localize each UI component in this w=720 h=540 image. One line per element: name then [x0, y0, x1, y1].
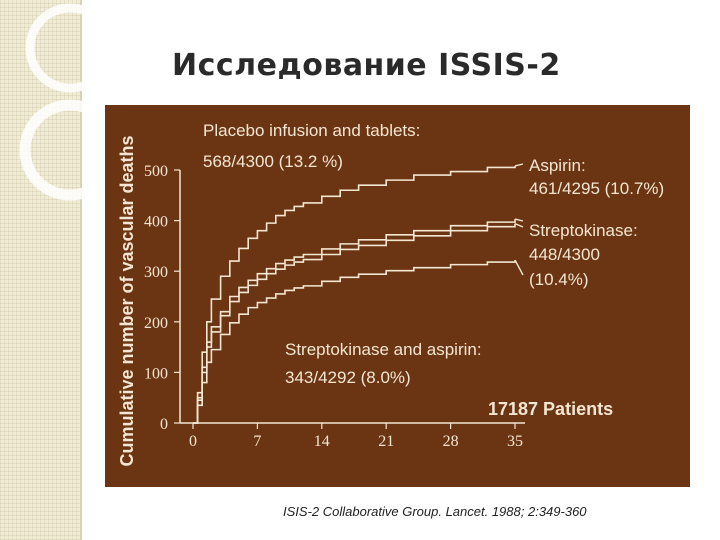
- series-leader-line: [514, 222, 524, 228]
- x-ticks: 0 7 14 21 28 35: [189, 423, 523, 450]
- annotation-patients: 17187 Patients: [488, 399, 613, 419]
- annotation-aspirin-title: Aspirin:: [529, 156, 586, 175]
- annotation-placebo-value: 568/4300 (13.2 %): [203, 152, 343, 171]
- annotation-combo-title: Streptokinase and aspirin:: [285, 340, 482, 359]
- chart-background: [105, 105, 690, 487]
- citation: ISIS-2 Collaborative Group. Lancet. 1988…: [283, 504, 587, 519]
- isis2-mortality-chart: Cumulative number of vascular deaths 0 10…: [105, 105, 690, 487]
- decorative-strip-edge: [80, 0, 82, 540]
- annotation-aspirin-value: 461/4295 (10.7%): [529, 179, 664, 198]
- series-leader-line: [514, 218, 524, 222]
- y-tick-label: 0: [160, 416, 168, 433]
- x-tick-label: 21: [378, 433, 394, 450]
- series-leader-lines: [514, 163, 524, 276]
- series-line-streptokinase: [193, 223, 516, 424]
- y-tick-label: 400: [144, 214, 168, 231]
- x-tick-label: 28: [443, 433, 459, 450]
- annotation-placebo-title: Placebo infusion and tablets:: [203, 121, 420, 140]
- y-ticks: 0 100 200 300 400 500: [144, 163, 180, 433]
- y-tick-label: 200: [144, 315, 168, 332]
- series-leader-line: [514, 259, 524, 276]
- y-tick-label: 500: [144, 163, 168, 180]
- y-tick-label: 300: [144, 264, 168, 281]
- x-tick-label: 35: [507, 433, 523, 450]
- series-lines: [193, 165, 516, 424]
- annotation-sk-value: 448/4300: [529, 245, 600, 264]
- x-tick-label: 7: [253, 433, 261, 450]
- series-leader-line: [514, 163, 524, 167]
- y-axis-label: Cumulative number of vascular deaths: [117, 135, 137, 466]
- series-line-placebo-infusion-and-tablets: [193, 165, 516, 424]
- y-tick-label: 100: [144, 365, 168, 382]
- x-tick-label: 0: [189, 433, 197, 450]
- series-line-streptokinase-and-aspirin: [193, 260, 516, 424]
- annotation-combo-value: 343/4292 (8.0%): [285, 368, 411, 387]
- annotation-sk-pct: (10.4%): [529, 270, 589, 289]
- slide-title: Исследование ISSIS-2: [172, 48, 561, 83]
- x-tick-label: 14: [314, 433, 330, 450]
- chart-axes: [179, 170, 525, 424]
- annotation-sk-title: Streptokinase:: [529, 221, 638, 240]
